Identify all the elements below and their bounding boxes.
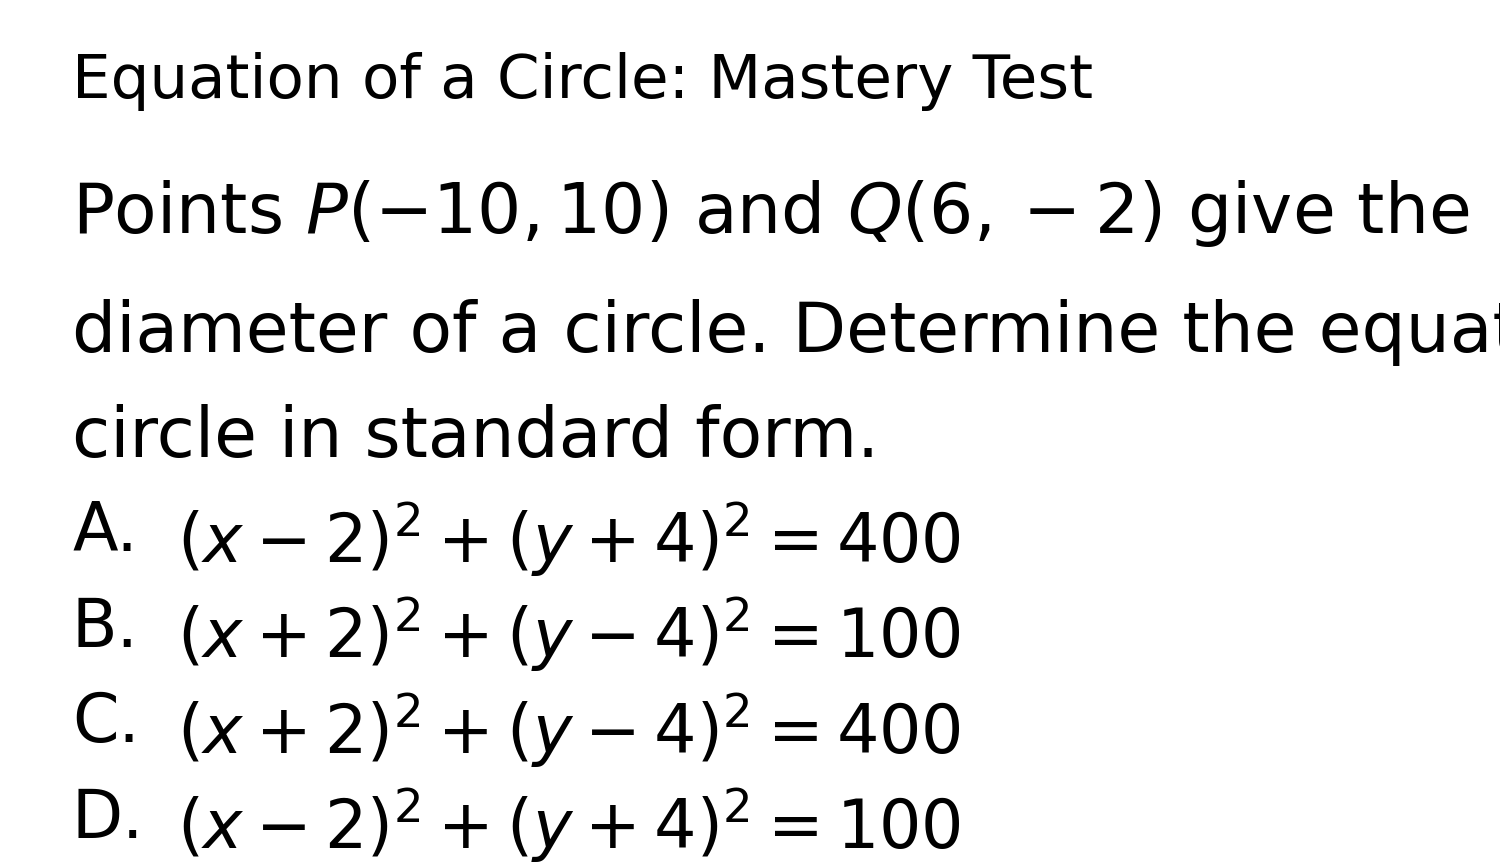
- Text: Equation of a Circle: Mastery Test: Equation of a Circle: Mastery Test: [72, 52, 1094, 111]
- Text: D.: D.: [72, 786, 144, 852]
- Text: circle in standard form.: circle in standard form.: [72, 404, 879, 470]
- Text: $(x-2)^2 + (y+4)^2 = 400$: $(x-2)^2 + (y+4)^2 = 400$: [177, 499, 962, 579]
- Text: $(x-2)^2 + (y+4)^2 = 100$: $(x-2)^2 + (y+4)^2 = 100$: [177, 786, 962, 865]
- Text: $(x+2)^2 + (y-4)^2 = 400$: $(x+2)^2 + (y-4)^2 = 400$: [177, 690, 962, 770]
- Text: diameter of a circle. Determine the equation of the: diameter of a circle. Determine the equa…: [72, 299, 1500, 366]
- Text: Points $P(-10, 10)$ and $Q(6, -2)$ give the: Points $P(-10, 10)$ and $Q(6, -2)$ give …: [72, 178, 1470, 249]
- Text: $(x+2)^2 + (y-4)^2 = 100$: $(x+2)^2 + (y-4)^2 = 100$: [177, 595, 962, 674]
- Text: C.: C.: [72, 690, 140, 756]
- Text: A.: A.: [72, 499, 138, 565]
- Text: B.: B.: [72, 595, 140, 661]
